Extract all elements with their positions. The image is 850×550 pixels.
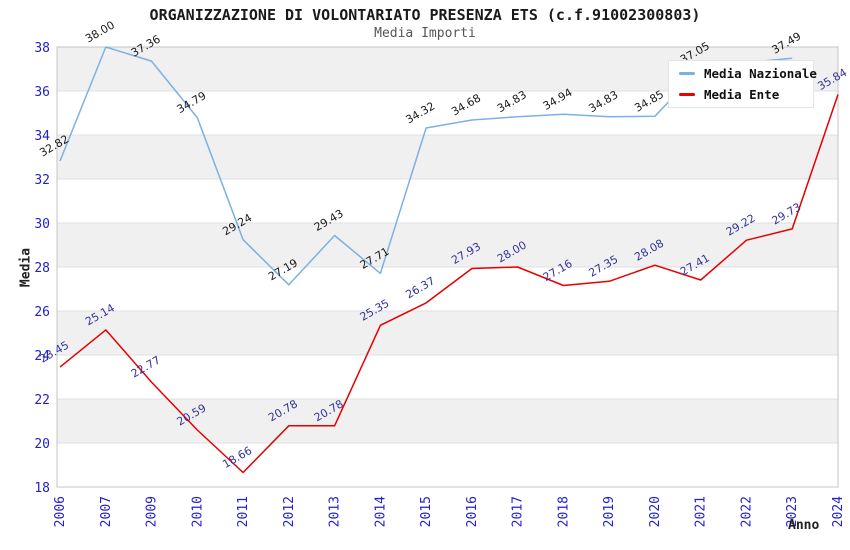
plot-band: [57, 223, 838, 267]
plot-border: [56, 46, 839, 488]
plot-band: [57, 399, 838, 443]
chart-title: ORGANIZZAZIONE DI VOLONTARIATO PRESENZA …: [149, 6, 701, 24]
chart-subtitle: Media Importi: [374, 26, 476, 41]
data-point-label: 34.32: [403, 99, 437, 126]
x-tick-label: 2015: [419, 496, 434, 527]
legend-swatch-nazionale-icon: [679, 72, 695, 75]
y-tick-label: 28: [34, 261, 50, 276]
legend-item-media-ente: Media Ente: [679, 87, 813, 102]
data-point-label: 34.83: [587, 88, 621, 115]
x-tick-label: 2010: [190, 496, 205, 527]
y-tick-label: 36: [34, 85, 50, 100]
data-point-label: 34.83: [495, 88, 529, 115]
series-line-media-ente: [59, 94, 839, 474]
x-tick-label: 2024: [831, 496, 846, 527]
legend-label-nazionale: Media Nazionale: [704, 66, 817, 81]
y-tick-label: 22: [34, 393, 50, 408]
plot-band: [57, 135, 838, 179]
legend-label-ente: Media Ente: [704, 87, 780, 102]
y-axis-title: Media: [18, 247, 34, 288]
data-point-label: 26.37: [403, 274, 437, 301]
y-tick-label: 24: [34, 349, 50, 364]
y-tick-label: 18: [34, 481, 50, 496]
legend-swatch-ente-icon: [679, 93, 695, 96]
x-tick-label: 2012: [282, 496, 297, 527]
x-axis-title: Anno: [788, 518, 820, 533]
data-point-label: 38.00: [83, 18, 117, 45]
x-tick-label: 2017: [511, 496, 526, 527]
x-tick-label: 2023: [785, 496, 800, 527]
x-tick-label: 2020: [648, 496, 663, 527]
data-point-label: 34.68: [449, 92, 483, 119]
x-tick-label: 2022: [739, 496, 754, 527]
x-tick-label: 2021: [694, 496, 709, 527]
x-tick-label: 2019: [602, 496, 617, 527]
x-tick-label: 2009: [145, 496, 160, 527]
y-tick-label: 32: [34, 173, 50, 188]
data-point-label: 34.79: [175, 89, 209, 116]
plot-band: [57, 311, 838, 355]
x-tick-label: 2013: [328, 496, 343, 527]
y-tick-label: 30: [34, 217, 50, 232]
y-tick-label: 38: [34, 41, 50, 56]
y-tick-label: 26: [34, 305, 50, 320]
x-tick-label: 2011: [236, 496, 251, 527]
x-tick-label: 2007: [99, 496, 114, 527]
x-tick-label: 2018: [556, 496, 571, 527]
legend-item-media-nazionale: Media Nazionale: [679, 66, 817, 81]
y-tick-label: 20: [34, 437, 50, 452]
y-tick-label: 34: [34, 129, 50, 144]
x-tick-label: 2006: [53, 496, 68, 527]
x-tick-label: 2016: [465, 496, 480, 527]
legend: Media Nazionale Media Ente: [668, 60, 817, 108]
x-tick-label: 2014: [373, 496, 388, 527]
